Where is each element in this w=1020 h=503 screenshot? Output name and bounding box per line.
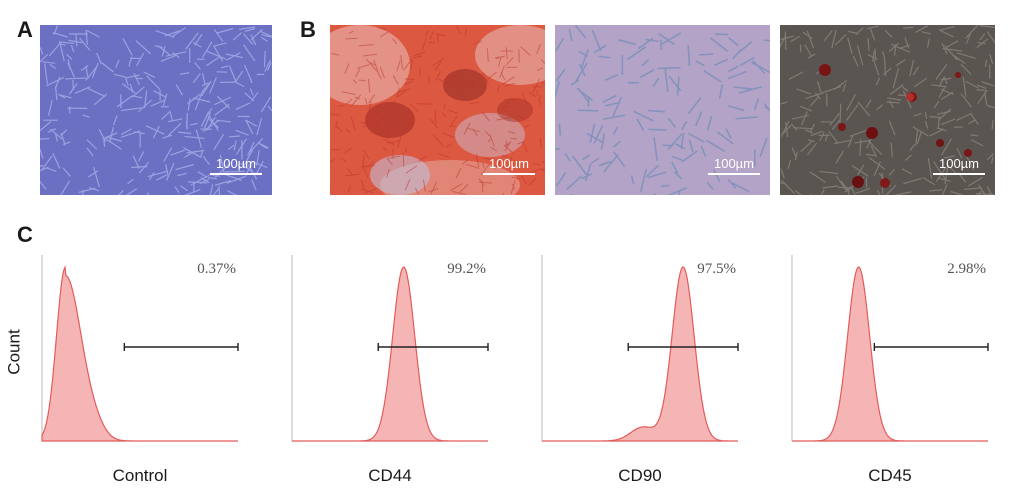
histogram-cd44: 99.2% — [290, 245, 490, 455]
cell-texture — [40, 25, 272, 195]
histogram-caption-cd45: CD45 — [868, 466, 912, 485]
scale-bar: 100µm — [483, 156, 535, 175]
gate-percent-label: 0.37% — [197, 261, 236, 277]
histogram-area — [292, 266, 488, 442]
panel-label-a: A — [17, 17, 33, 42]
histogram-caption-control: Control — [112, 466, 168, 485]
micrograph-msc-culture: 100µm — [40, 25, 272, 195]
histogram-area — [792, 266, 988, 442]
micrograph-alizarin-red: 100µm — [330, 25, 545, 195]
gate-marker — [873, 343, 989, 351]
histogram-caption-cd90: CD90 — [618, 466, 662, 485]
panel-label-b: B — [300, 17, 316, 42]
scale-bar: 100µm — [708, 156, 760, 175]
gate-percent-label: 97.5% — [697, 261, 736, 277]
stain-texture — [555, 25, 770, 195]
histogram-area — [542, 266, 738, 442]
histogram-cd90: 97.5% — [540, 245, 740, 455]
histogram-area — [41, 265, 238, 442]
scale-bar-label: 100µm — [215, 156, 256, 171]
scale-bar-label: 100µm — [713, 156, 754, 171]
gate-marker — [377, 343, 489, 351]
panel-label-c: C — [17, 222, 33, 247]
micrograph-alcian-blue: 100µm — [555, 25, 770, 195]
axis-lines — [541, 255, 738, 442]
histogram-caption-cd44: CD44 — [368, 466, 412, 485]
histogram-control: 0.37% — [40, 245, 240, 455]
scale-bar-label: 100µm — [938, 156, 979, 171]
gate-marker — [123, 343, 239, 351]
gate-marker — [627, 343, 739, 351]
stain-texture — [780, 25, 995, 195]
stain-texture — [330, 25, 545, 195]
micrograph-oil-red-o: 100µm — [780, 25, 995, 195]
scale-bar: 100µm — [210, 156, 262, 175]
axis-lines — [791, 255, 988, 442]
histogram-cd45: 2.98% — [790, 245, 990, 455]
gate-percent-label: 2.98% — [947, 261, 986, 277]
scale-bar-label: 100µm — [488, 156, 529, 171]
scale-bar: 100µm — [933, 156, 985, 175]
y-axis-label: Count — [4, 329, 24, 375]
gate-percent-label: 99.2% — [447, 261, 486, 277]
